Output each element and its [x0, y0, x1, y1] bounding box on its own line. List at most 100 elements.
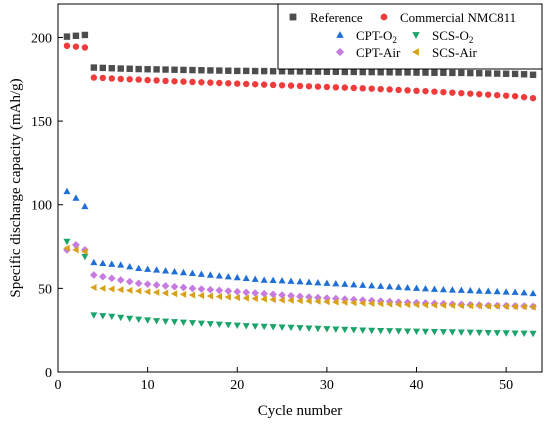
data-point-reference [493, 70, 501, 77]
data-point-reference [278, 68, 286, 75]
legend-label-scs-air: SCS-Air [432, 45, 477, 60]
data-point-cpt-o2 [153, 266, 161, 273]
data-point-cpt-o2 [511, 288, 519, 295]
data-point-commercial-nmc811 [269, 81, 277, 89]
data-point-scs-air [126, 286, 133, 294]
data-point-commercial-nmc811 [485, 91, 492, 98]
x-tick-label: 0 [55, 378, 62, 393]
data-point-cpt-o2 [404, 284, 412, 291]
data-point-scs-air [242, 294, 249, 302]
data-point-scs-air [368, 299, 375, 307]
data-point-reference [72, 32, 80, 39]
data-point-reference [511, 70, 519, 78]
data-point-cpt-o2 [233, 273, 241, 281]
data-point-scs-air [134, 287, 142, 295]
data-point-scs-air [143, 288, 151, 296]
data-point-reference [251, 67, 259, 75]
data-point-scs-air [278, 296, 285, 304]
data-point-reference [99, 64, 107, 72]
data-point-reference [520, 71, 528, 78]
data-point-commercial-nmc811 [296, 82, 304, 90]
data-point-scs-o2 [332, 326, 340, 333]
data-point-cpt-air [107, 274, 116, 283]
data-point-scs-o2 [412, 328, 421, 336]
data-point-reference [476, 70, 483, 77]
data-point-scs-air [511, 303, 518, 311]
data-point-cpt-o2 [215, 272, 223, 279]
data-point-reference [422, 69, 429, 76]
data-point-scs-o2 [377, 327, 385, 335]
data-point-cpt-o2 [188, 269, 196, 277]
data-point-scs-o2 [475, 329, 483, 337]
data-point-scs-air [99, 284, 106, 292]
data-point-scs-o2 [430, 328, 438, 336]
data-point-commercial-nmc811 [431, 88, 438, 95]
data-point-cpt-air [72, 241, 80, 249]
x-tick-label: 40 [410, 378, 424, 393]
data-point-scs-air [341, 298, 348, 306]
data-point-cpt-o2 [457, 286, 465, 293]
data-point-commercial-nmc811 [180, 78, 187, 85]
data-point-scs-o2 [179, 319, 188, 326]
y-axis-title: Specific discharge capacity (mAh/g) [8, 78, 24, 297]
data-point-commercial-nmc811 [63, 42, 71, 50]
data-point-cpt-o2 [502, 288, 510, 295]
data-point-commercial-nmc811 [368, 85, 375, 92]
data-point-reference [467, 69, 474, 77]
legend-label-reference: Reference [310, 10, 363, 25]
data-point-cpt-o2 [296, 277, 304, 285]
legend-marker-scs-o2 [412, 32, 420, 39]
data-point-commercial-nmc811 [476, 90, 483, 98]
data-point-reference [368, 68, 375, 76]
data-point-cpt-o2 [224, 272, 232, 280]
data-point-scs-o2 [170, 319, 179, 326]
data-point-scs-o2 [296, 325, 304, 332]
data-point-scs-air [412, 301, 420, 309]
data-point-scs-air [493, 302, 500, 310]
data-point-cpt-air [152, 281, 161, 289]
data-point-reference [243, 67, 250, 75]
data-point-cpt-air [269, 290, 277, 299]
data-point-scs-o2 [162, 318, 170, 325]
data-point-reference [216, 67, 223, 74]
data-point-commercial-nmc811 [413, 87, 420, 95]
data-point-reference [189, 66, 196, 74]
data-point-reference [260, 67, 268, 75]
data-point-scs-o2 [341, 326, 349, 334]
data-point-scs-o2 [305, 325, 313, 332]
data-point-reference [180, 66, 187, 74]
data-point-scs-air [305, 297, 312, 305]
data-point-reference [323, 68, 331, 75]
data-point-reference [404, 69, 411, 76]
data-point-scs-air [197, 292, 205, 300]
data-point-scs-o2 [188, 320, 196, 327]
data-point-scs-air [81, 248, 88, 256]
data-point-scs-o2 [484, 329, 492, 337]
data-point-cpt-o2 [63, 187, 71, 195]
data-point-reference [225, 67, 232, 74]
data-point-commercial-nmc811 [377, 85, 384, 93]
data-point-cpt-o2 [170, 267, 179, 275]
data-point-reference [350, 68, 357, 76]
data-point-scs-air [376, 300, 384, 308]
data-point-scs-air [108, 285, 115, 293]
data-point-cpt-o2 [287, 277, 295, 284]
data-point-scs-o2 [502, 330, 510, 337]
data-point-cpt-o2 [197, 270, 205, 277]
data-point-scs-air [72, 246, 79, 254]
legend-marker-cpt-air [335, 47, 345, 57]
data-point-cpt-air [116, 276, 125, 284]
data-point-commercial-nmc811 [162, 77, 169, 85]
data-point-commercial-nmc811 [395, 86, 402, 94]
data-point-scs-air [466, 302, 474, 310]
data-point-scs-o2 [135, 316, 143, 323]
data-point-commercial-nmc811 [243, 80, 250, 88]
data-point-scs-o2 [81, 253, 89, 261]
data-point-scs-o2 [404, 328, 412, 335]
y-tick-label: 0 [45, 366, 52, 381]
data-point-cpt-o2 [386, 283, 394, 290]
data-point-scs-o2 [117, 314, 125, 322]
data-point-commercial-nmc811 [323, 83, 331, 91]
data-point-reference [126, 65, 133, 72]
data-point-reference [269, 68, 277, 75]
